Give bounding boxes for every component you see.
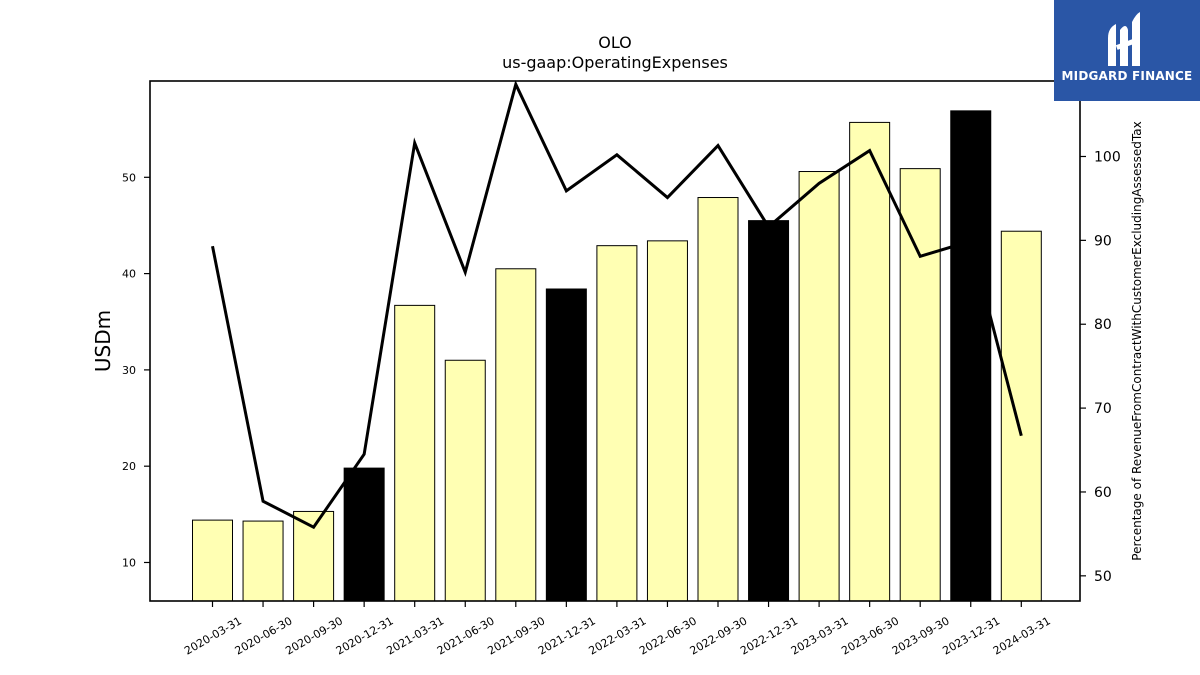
- y-tick-label: 20: [122, 460, 136, 473]
- bar-2023-03-31: [798, 171, 840, 602]
- logo-name: MIDGARD FINANCE: [1061, 69, 1193, 83]
- bar-2021-03-31: [394, 304, 436, 602]
- y2-tick-label: 70: [1094, 401, 1112, 417]
- bar-2021-12-31: [545, 288, 587, 602]
- bar-2023-06-30: [849, 121, 891, 602]
- bar-2023-09-30: [899, 168, 941, 602]
- x-axis: 2020-03-312020-06-302020-09-302020-12-31…: [182, 601, 1053, 658]
- bar-2021-09-30: [495, 268, 537, 602]
- bar-2022-06-30: [646, 240, 688, 602]
- bar-2020-12-31: [343, 467, 385, 602]
- y-tick-label: 10: [122, 556, 136, 569]
- bar-2023-12-31: [950, 110, 992, 602]
- logo-mark-icon: [1108, 12, 1140, 66]
- bars-layer: [192, 110, 1042, 602]
- y-tick-label: 30: [122, 364, 136, 377]
- x-tick-label: 2024-03-31: [991, 614, 1053, 657]
- plot-frame: [149, 80, 1081, 602]
- ratio-line: [211, 80, 1023, 530]
- left-axis: 10 20 30 40 50: [122, 171, 150, 569]
- line-layer: [211, 80, 1023, 530]
- bar-2020-03-31: [192, 519, 233, 602]
- bar-2021-06-30: [444, 359, 486, 602]
- bar-2022-03-31: [596, 245, 638, 602]
- bar-2022-12-31: [748, 220, 790, 602]
- y2-tick-label: 50: [1094, 569, 1112, 585]
- y2-tick-label: 80: [1094, 317, 1112, 333]
- bar-2022-09-30: [697, 197, 739, 602]
- y-axis-label: USDm: [91, 310, 115, 372]
- y2-axis-label: Percentage of RevenueFromContractWithCus…: [1130, 121, 1144, 560]
- midgard-finance-logo: MIDGARD FINANCE: [1054, 0, 1200, 101]
- y-tick-label: 50: [122, 171, 136, 184]
- bar-2024-03-31: [1000, 230, 1042, 602]
- y2-tick-label: 90: [1094, 233, 1112, 249]
- y2-tick-label: 100: [1094, 149, 1121, 165]
- y2-tick-label: 60: [1094, 485, 1112, 501]
- chart-title: OLO: [598, 33, 632, 52]
- chart-subtitle: us-gaap:OperatingExpenses: [502, 53, 728, 72]
- bar-2020-06-30: [242, 520, 284, 602]
- y-tick-label: 40: [122, 268, 136, 281]
- right-axis: 50 60 70 80 90 100: [1080, 149, 1121, 585]
